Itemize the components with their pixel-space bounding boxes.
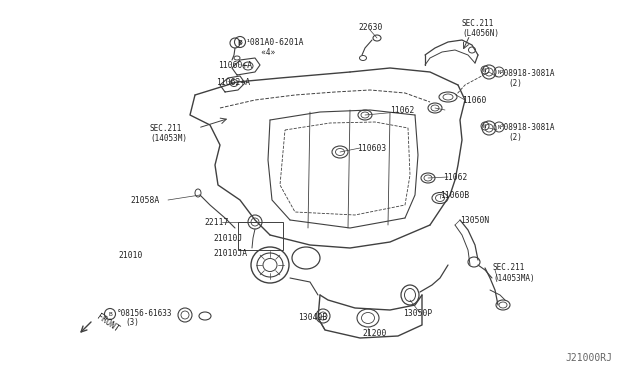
Text: 21010J: 21010J bbox=[213, 234, 243, 243]
Text: 110603: 110603 bbox=[357, 144, 387, 153]
Text: 11062: 11062 bbox=[390, 106, 414, 115]
Text: SEC.211: SEC.211 bbox=[462, 19, 494, 28]
Text: N: N bbox=[483, 124, 486, 128]
Text: ¹081A0-6201A: ¹081A0-6201A bbox=[246, 38, 305, 46]
Text: (14053MA): (14053MA) bbox=[493, 273, 534, 282]
Text: SEC.211: SEC.211 bbox=[493, 263, 525, 273]
Text: «4»: «4» bbox=[252, 48, 275, 57]
Text: B: B bbox=[108, 311, 112, 317]
Text: ²08918-3081A: ²08918-3081A bbox=[500, 122, 556, 131]
Bar bbox=[238, 222, 283, 250]
Text: SEC.211: SEC.211 bbox=[150, 124, 182, 132]
Text: °08156-61633: °08156-61633 bbox=[117, 308, 173, 317]
Text: FRONT: FRONT bbox=[95, 312, 121, 334]
Text: 22630: 22630 bbox=[358, 22, 382, 32]
Text: 21010: 21010 bbox=[118, 250, 142, 260]
Text: 11062+A: 11062+A bbox=[216, 77, 250, 87]
Text: 13050N: 13050N bbox=[460, 215, 489, 224]
Text: 22117: 22117 bbox=[204, 218, 228, 227]
Text: 11060: 11060 bbox=[462, 96, 486, 105]
Text: 21010JA: 21010JA bbox=[213, 250, 247, 259]
Text: (14053M): (14053M) bbox=[150, 134, 187, 142]
Text: (2): (2) bbox=[508, 132, 522, 141]
Text: 21058A: 21058A bbox=[130, 196, 159, 205]
Text: 11062: 11062 bbox=[443, 173, 467, 182]
Text: 21200: 21200 bbox=[362, 330, 387, 339]
Text: (3): (3) bbox=[125, 318, 139, 327]
Text: 11060+A: 11060+A bbox=[218, 61, 252, 70]
Text: N: N bbox=[497, 125, 500, 129]
Text: B: B bbox=[238, 40, 242, 46]
Text: J21000RJ: J21000RJ bbox=[565, 353, 612, 363]
Text: ²08918-3081A: ²08918-3081A bbox=[500, 68, 556, 77]
Text: B: B bbox=[238, 39, 242, 45]
Text: N: N bbox=[497, 70, 500, 74]
Text: N: N bbox=[483, 67, 486, 73]
Text: 11060B: 11060B bbox=[440, 190, 469, 199]
Text: 13049B: 13049B bbox=[298, 314, 327, 323]
Text: (2): (2) bbox=[508, 78, 522, 87]
Text: (L4056N): (L4056N) bbox=[462, 29, 499, 38]
Text: 13050P: 13050P bbox=[403, 308, 432, 317]
